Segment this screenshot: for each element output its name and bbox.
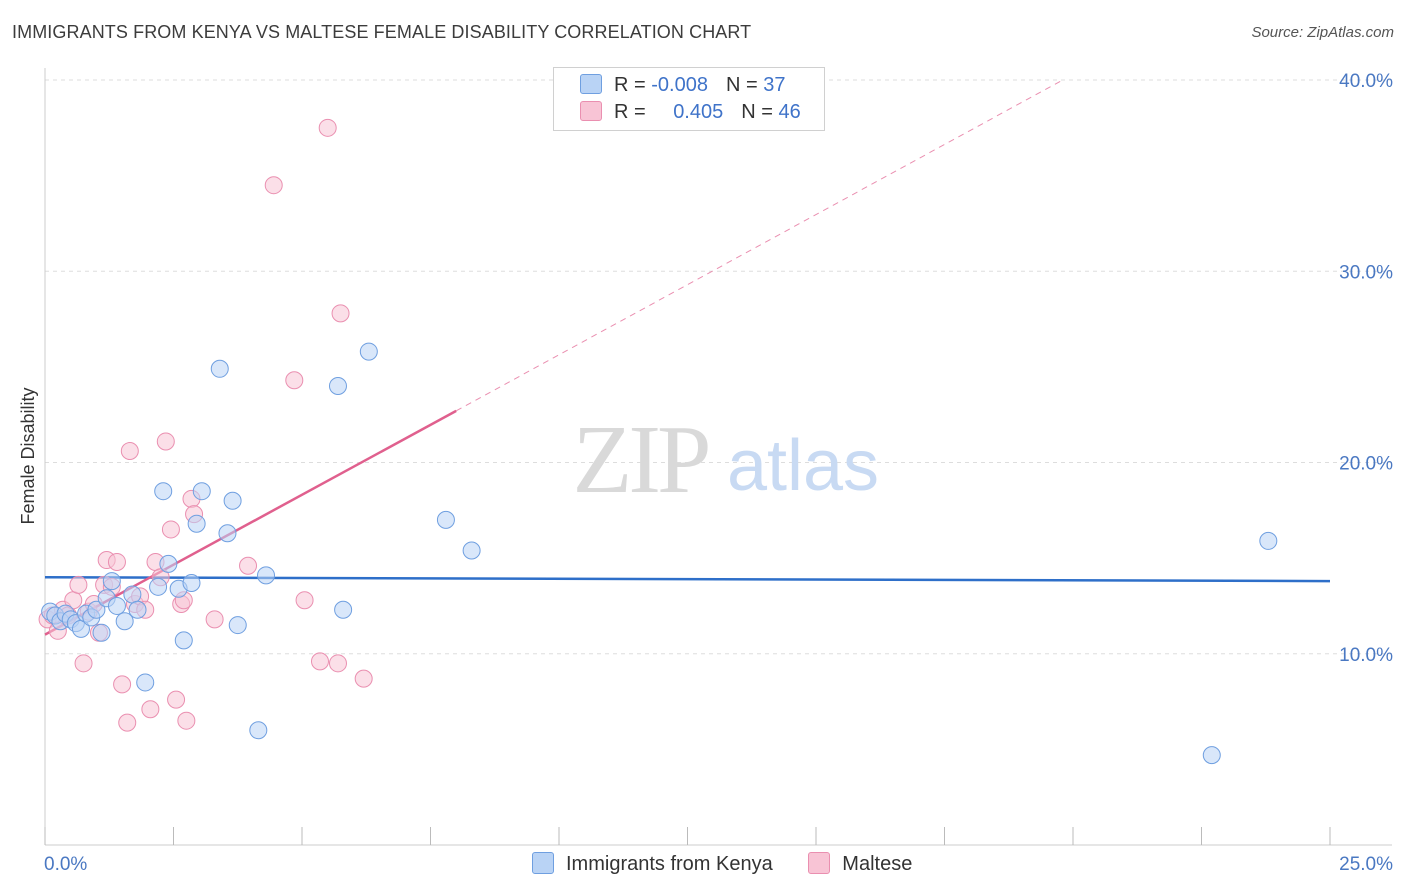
maltese-point [239, 556, 258, 575]
maltese-trend-extension [455, 79, 1063, 412]
kenya-point [136, 673, 155, 692]
kenya-point [187, 514, 206, 533]
kenya-n-value: 37 [763, 74, 786, 96]
tick-labels: 10.0% 20.0% 30.0% 40.0% 0.0% 25.0% [44, 71, 1393, 875]
maltese-point [354, 669, 373, 688]
kenya-point [334, 600, 353, 619]
kenya-point [182, 573, 201, 592]
maltese-point [328, 654, 347, 673]
y-tick-label: 40.0% [1339, 71, 1393, 92]
watermark-atlas: atlas [727, 426, 879, 506]
maltese-r-value: 0.405 [673, 101, 724, 123]
maltese-swatch [580, 101, 602, 121]
kenya-point [1259, 531, 1278, 550]
kenya-point [359, 342, 378, 361]
kenya-point [257, 566, 276, 585]
y-tick-label: 30.0% [1339, 262, 1393, 283]
maltese-point [113, 675, 132, 694]
kenya-point [107, 596, 126, 615]
kenya-point [87, 600, 106, 619]
legend-item-maltese: Maltese [808, 852, 912, 876]
maltese-point [107, 552, 126, 571]
kenya-point [462, 541, 481, 560]
kenya-point [192, 482, 211, 501]
maltese-point [74, 654, 93, 673]
kenya-point [210, 359, 229, 378]
kenya-swatch [580, 74, 602, 94]
maltese-point [205, 610, 224, 629]
kenya-point [159, 554, 178, 573]
data-points [38, 118, 1278, 765]
kenya-point [1202, 746, 1221, 765]
kenya-point [328, 377, 347, 395]
series-legend: Immigrants from Kenya Maltese [532, 852, 942, 876]
maltese-n-value: 46 [778, 101, 801, 123]
maltese-point [161, 520, 180, 539]
kenya-point [102, 572, 121, 591]
maltese-point [285, 371, 304, 390]
kenya-point [154, 482, 173, 501]
kenya-point [128, 600, 147, 619]
axes [44, 68, 1392, 846]
maltese-legend-swatch [808, 852, 831, 874]
kenya-point [115, 612, 134, 631]
kenya-point [123, 585, 142, 604]
y-tick-label: 20.0% [1339, 454, 1393, 475]
trend-lines [44, 79, 1331, 636]
legend-item-kenya: Immigrants from Kenya [532, 852, 773, 876]
x-tick-label-max: 25.0% [1339, 854, 1393, 875]
kenya-r-value: -0.008 [651, 74, 708, 96]
maltese-point [120, 442, 139, 461]
kenya-point [149, 577, 168, 596]
maltese-point [318, 118, 337, 137]
kenya-point [223, 491, 242, 510]
maltese-point [141, 700, 160, 719]
chart-source: Source: ZipAtlas.com [1251, 24, 1394, 41]
maltese-point [264, 176, 283, 195]
kenya-point [436, 510, 455, 529]
maltese-point [118, 713, 137, 732]
maltese-point [156, 432, 175, 451]
x-tick-label-min: 0.0% [44, 854, 87, 875]
legend-row-maltese: R = 0.405 N = 46 [580, 101, 801, 124]
maltese-point [331, 304, 350, 323]
maltese-point [310, 652, 329, 671]
maltese-point [177, 711, 196, 730]
legend-row-kenya: R = -0.008 N = 37 [580, 74, 785, 97]
stats-legend: R = -0.008 N = 37 R = 0.405 N = 46 [553, 67, 825, 131]
chart-title: IMMIGRANTS FROM KENYA VS MALTESE FEMALE … [12, 22, 752, 42]
maltese-point [69, 575, 88, 594]
y-tick-label: 10.0% [1339, 645, 1393, 666]
kenya-point [218, 524, 237, 543]
kenya-point [228, 616, 247, 635]
y-axis-title: Female Disability [18, 387, 38, 524]
maltese-point [295, 591, 314, 610]
kenya-point [174, 631, 193, 650]
kenya-point [92, 623, 111, 642]
kenya-trend-line [44, 576, 1331, 583]
watermark-zip: ZIP [573, 406, 708, 514]
maltese-point [167, 690, 186, 709]
kenya-point [249, 721, 268, 740]
kenya-legend-swatch [532, 852, 554, 874]
